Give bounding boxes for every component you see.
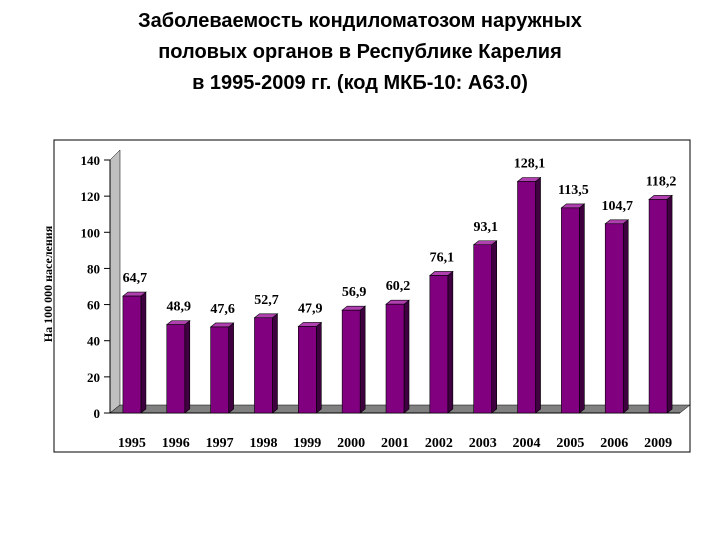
title-line-2: половых органов в Республике Карелия	[158, 41, 562, 63]
bar-side	[228, 322, 234, 414]
bar-side	[666, 194, 673, 414]
bar	[122, 291, 147, 414]
y-tick-label: 140	[81, 153, 101, 168]
bar-front	[254, 317, 273, 414]
data-label-group: 64,7 48,9 47,6 52,7 47,9 56,9 60,2 76,1 93,1 128,…	[123, 157, 677, 317]
bar-side	[272, 313, 278, 414]
bar	[648, 194, 673, 414]
bar-front	[210, 326, 229, 414]
x-tick-label: 1997	[206, 436, 234, 451]
bar	[341, 305, 367, 414]
x-tick-label: 1995	[118, 436, 146, 451]
bar-front	[429, 275, 449, 414]
bar	[428, 270, 454, 414]
data-label: 64,7	[123, 271, 148, 286]
bar-side	[403, 299, 410, 414]
bar	[385, 299, 410, 414]
data-label: 47,9	[298, 301, 323, 316]
x-tick-label: 2002	[425, 436, 453, 451]
chart-title: Заболеваемость кондиломатозом наружных п…	[40, 6, 680, 99]
data-label: 52,7	[254, 293, 279, 308]
bar	[297, 321, 323, 414]
x-tick-label: 2000	[337, 436, 365, 451]
bar-side	[622, 219, 629, 414]
bar-front	[517, 181, 536, 414]
bar-front	[166, 324, 186, 414]
bar-side	[359, 305, 366, 414]
data-label: 60,2	[386, 279, 411, 294]
x-tick-label: 1998	[249, 436, 277, 451]
bar	[560, 203, 586, 414]
x-tick-label: 2003	[469, 436, 497, 451]
bar-side	[535, 176, 541, 414]
data-label: 93,1	[473, 220, 498, 235]
bar	[253, 313, 279, 414]
bar	[516, 176, 542, 414]
y-tick-label: 20	[87, 370, 100, 385]
bar	[604, 219, 630, 414]
data-label: 128,1	[514, 157, 546, 172]
x-tick-label: 2006	[600, 436, 628, 451]
y-tick-label: 100	[81, 225, 101, 240]
data-label: 118,2	[646, 174, 677, 189]
bar-front	[122, 295, 142, 414]
bar-side	[579, 203, 585, 414]
y-tick-label: 40	[87, 334, 100, 349]
title-line-1: Заболеваемость кондиломатозом наружных	[138, 10, 582, 32]
x-tick-label: 2001	[381, 436, 409, 451]
bar	[472, 240, 498, 414]
bar-group	[122, 176, 673, 414]
data-label: 113,5	[558, 183, 589, 198]
bar-side	[140, 291, 147, 414]
title-line-3: в 1995-2009 гг. (код МКБ-10: A63.0)	[192, 72, 528, 94]
bar-front	[604, 223, 624, 414]
bar-front	[473, 244, 492, 414]
back-wall	[109, 149, 121, 414]
bar-side	[184, 320, 191, 414]
bar-front	[561, 207, 580, 414]
y-tick-label: 80	[87, 261, 100, 276]
y-tick-label: 0	[94, 406, 101, 421]
y-tick-label: 120	[81, 189, 101, 204]
data-label: 76,1	[430, 250, 455, 265]
bar-front	[341, 309, 361, 414]
x-tick-label: 2005	[556, 436, 584, 451]
y-axis-label: На 100 000 населения	[41, 225, 55, 342]
x-tick-label: 2004	[513, 436, 541, 451]
bar-side	[491, 240, 497, 414]
x-tick-label: 2009	[644, 436, 672, 451]
bar-side	[447, 270, 454, 414]
bar	[209, 322, 235, 414]
bar-front	[298, 326, 317, 414]
bar	[165, 320, 191, 414]
bar-side	[316, 321, 322, 414]
x-tick-label: 1999	[293, 436, 321, 451]
data-label: 48,9	[167, 300, 192, 315]
y-tick-label: 60	[87, 298, 100, 313]
category-label-group: 1995 1996 1997 1998 1999 2000 2001 2002 2003 2004…	[118, 436, 672, 451]
data-label: 104,7	[601, 199, 633, 214]
y-tick-group: 0 20 40 60 80 100 120 140	[81, 153, 110, 421]
data-label: 47,6	[210, 302, 235, 317]
bar-front	[648, 199, 668, 414]
bar-front	[385, 303, 405, 414]
x-tick-label: 1996	[162, 436, 190, 451]
data-label: 56,9	[342, 285, 367, 300]
